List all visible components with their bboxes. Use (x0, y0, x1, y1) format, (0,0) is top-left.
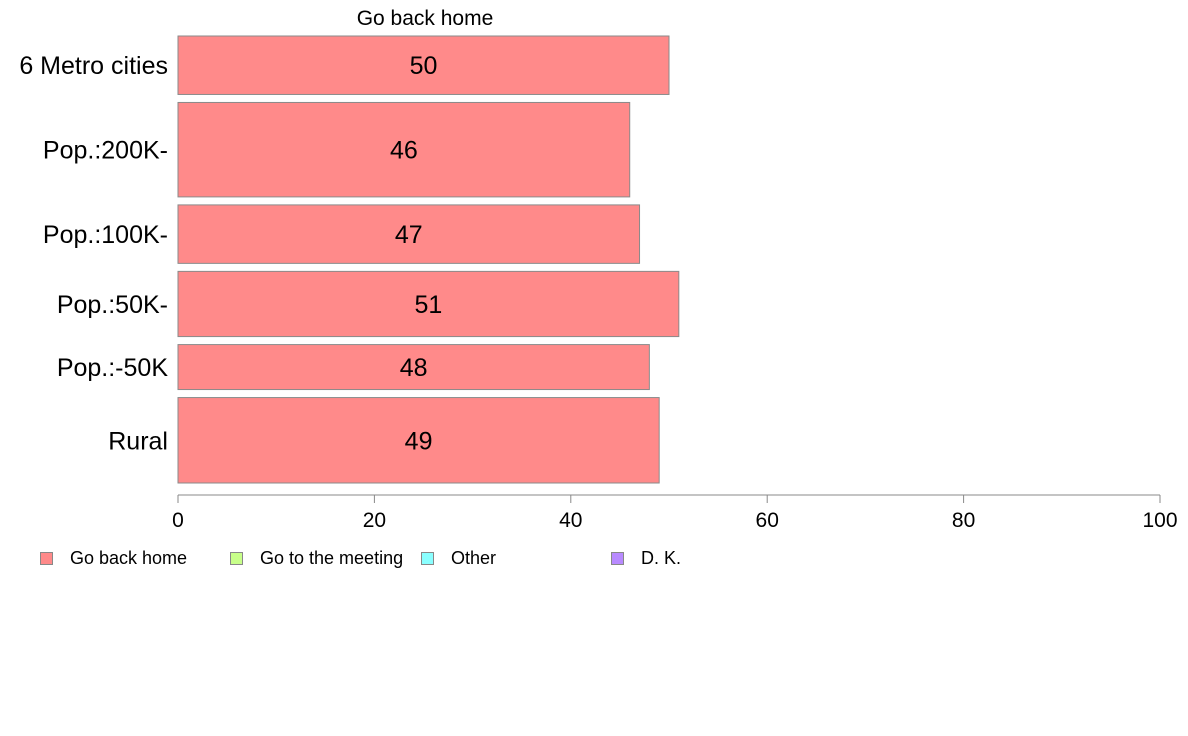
data-label: 50 (410, 52, 438, 80)
legend-swatch (230, 552, 243, 565)
category-label: Pop.:-50K (57, 354, 169, 382)
category-label: 6 Metro cities (19, 52, 168, 80)
legend-label: Go back home (70, 548, 188, 568)
legend-item-other: Other (421, 548, 496, 569)
chart-title: Go back home (357, 7, 494, 30)
data-label: 48 (400, 354, 428, 382)
category-label: Rural (108, 427, 168, 455)
x-tick-label: 20 (363, 509, 386, 532)
data-label: 51 (415, 291, 443, 319)
bar (177, 35, 670, 95)
bar (177, 204, 641, 264)
legend-label: Other (451, 548, 497, 568)
category-label: Pop.:100K- (43, 221, 168, 249)
x-tick-label: 0 (172, 509, 184, 532)
legend-label: Go to the meeting (260, 548, 404, 568)
legend-swatch (611, 552, 624, 565)
data-label: 47 (395, 221, 423, 249)
bar (177, 270, 680, 338)
bars-layer: 50 6 Metro cities 46 Pop.:200K- 47 Pop.:100K-… (19, 35, 680, 484)
x-tick-label: 100 (1142, 509, 1177, 532)
x-tick-label: 40 (559, 509, 582, 532)
x-tick-label: 60 (756, 509, 779, 532)
legend-swatch (421, 552, 434, 565)
legend-swatch (40, 552, 53, 565)
category-label: Pop.:200K- (43, 137, 168, 165)
bar (177, 397, 660, 484)
data-label: 46 (390, 137, 418, 165)
legend-item-go-back-home: Go back home (40, 548, 187, 569)
legend-item-dk: D. K. (611, 548, 681, 569)
data-label: 49 (405, 427, 433, 455)
x-axis: 0 20 40 60 80 100 (172, 494, 1178, 532)
legend-item-go-to-the-meeting: Go to the meeting (230, 548, 403, 569)
category-label: Pop.:50K- (57, 291, 168, 319)
bar (177, 344, 650, 391)
legend-label: D. K. (641, 548, 682, 568)
bar (177, 101, 631, 198)
x-tick-label: 80 (952, 509, 975, 532)
